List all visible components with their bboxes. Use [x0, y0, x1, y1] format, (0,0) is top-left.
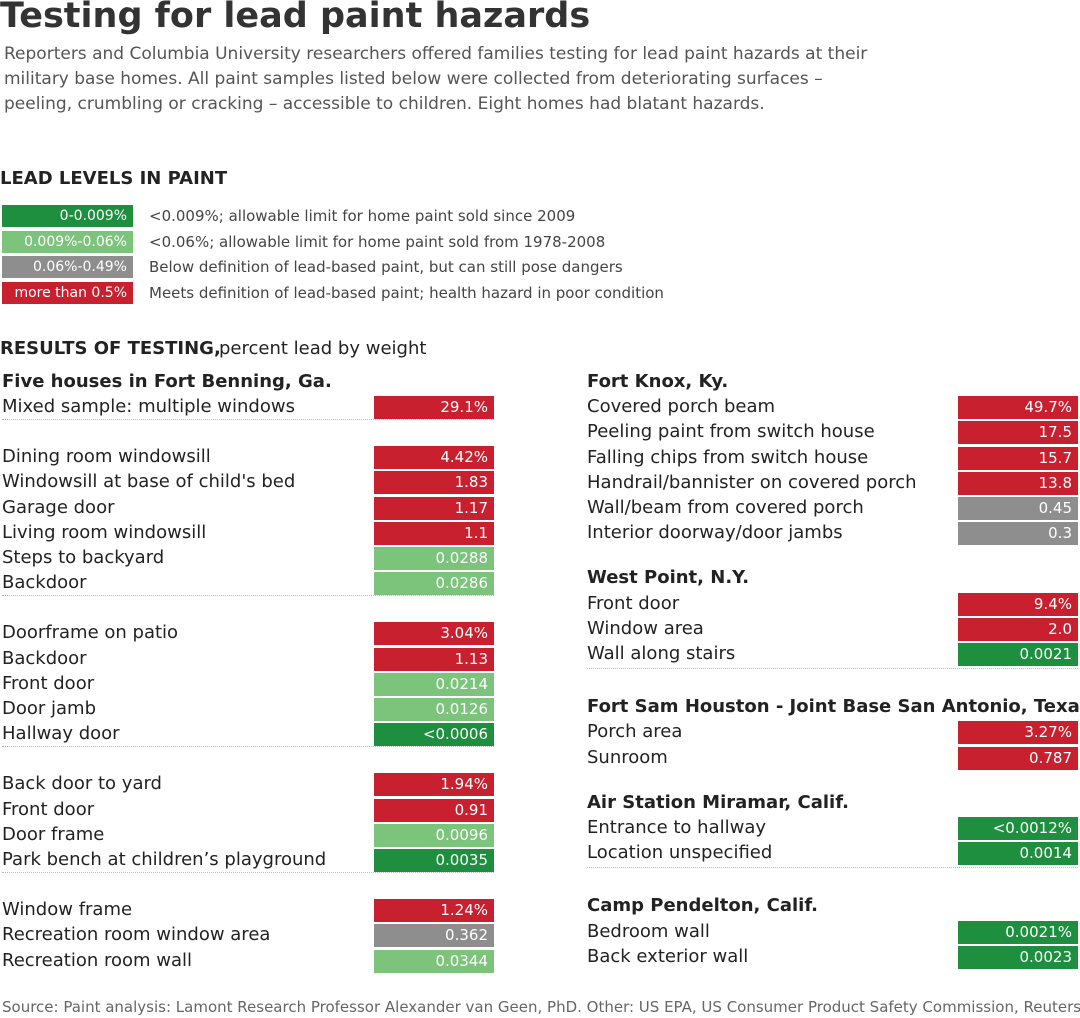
row-label: Window frame: [2, 899, 133, 921]
value-cell: 13.8: [958, 471, 1078, 495]
section-heading: Fort Knox, Ky.: [587, 371, 729, 392]
value-cell: <0.0012%: [958, 817, 1078, 840]
legend-label: Meets definition of lead-based paint; he…: [149, 283, 664, 302]
row-label: Recreation room wall: [2, 949, 193, 971]
value-cell: 0.0023: [958, 945, 1078, 969]
row-label: Covered porch beam: [587, 396, 776, 418]
row-label: Backdoor: [2, 647, 87, 669]
row-label: Peeling paint from switch house: [587, 421, 875, 443]
value-cell: 9.4%: [958, 592, 1078, 616]
subtitle-line: Reporters and Columbia University resear…: [4, 44, 868, 64]
results-subtitle: percent lead by weight: [219, 338, 427, 359]
value-cell: 49.7%: [958, 396, 1078, 420]
separator: [2, 872, 494, 873]
value-cell: 0.0286: [374, 572, 494, 596]
separator: [2, 419, 494, 420]
row-label: Doorframe on patio: [2, 622, 179, 644]
row-label: Park bench at children’s playground: [2, 849, 327, 870]
row-label: Living room windowsill: [2, 521, 207, 543]
value-cell: 4.42%: [374, 446, 494, 470]
value-cell: 1.17: [374, 496, 494, 520]
row-label: Hallway door: [2, 723, 120, 745]
value-cell: 0.0021%: [958, 920, 1078, 944]
value-cell: 0.0126: [374, 698, 494, 721]
results-title: RESULTS OF TESTING,: [0, 338, 221, 359]
value-cell: 0.3: [958, 522, 1078, 546]
row-label: Backdoor: [2, 572, 87, 594]
legend-title: LEAD LEVELS IN PAINT: [0, 168, 228, 189]
value-cell: 0.0288: [374, 547, 494, 570]
source: Source: Paint analysis: Lamont Research …: [2, 998, 1080, 1016]
row-label: Location unspecified: [587, 842, 773, 864]
section-heading: West Point, N.Y.: [587, 567, 750, 589]
row-label: Window area: [587, 617, 704, 639]
value-cell: 3.27%: [958, 721, 1078, 745]
separator: [2, 746, 494, 748]
row-label: Interior doorway/door jambs: [587, 522, 843, 544]
row-label: Handrail/bannister on covered porch: [587, 471, 917, 493]
value-cell: 0.0344: [374, 949, 494, 973]
value-cell: 0.0021: [958, 643, 1078, 666]
legend-label: <0.06%; allowable limit for home paint s…: [149, 232, 606, 251]
value-cell: 0.0096: [374, 823, 494, 847]
row-label: Sunroom: [587, 746, 668, 768]
row-label: Recreation room window area: [2, 924, 271, 946]
row-label: Wall/beam from covered porch: [587, 497, 864, 518]
value-cell: 0.45: [958, 497, 1078, 520]
section-heading: Camp Pendelton, Calif.: [587, 895, 819, 917]
row-label: Windowsill at base of child's bed: [2, 471, 296, 493]
subtitle-line: military base homes. All paint samples l…: [4, 69, 823, 89]
row-label: Front door: [2, 672, 95, 694]
value-cell: <0.0006: [374, 723, 494, 747]
value-cell: 1.24%: [374, 899, 494, 923]
separator: [587, 668, 1078, 669]
row-label: Door jamb: [2, 698, 96, 719]
legend-label: <0.009%; allowable limit for home paint …: [149, 207, 576, 225]
value-cell: 0.0014: [958, 842, 1078, 866]
legend-swatch: 0.009%-0.06%: [2, 230, 133, 253]
row-label: Bedroom wall: [587, 920, 710, 942]
subtitle-line: peeling, crumbling or cracking – accessi…: [4, 94, 765, 114]
value-cell: 17.5: [958, 421, 1078, 445]
value-cell: 0.91: [374, 798, 494, 822]
value-cell: 1.13: [374, 647, 494, 671]
value-cell: 15.7: [958, 446, 1078, 470]
row-label: Garage door: [2, 496, 115, 518]
value-cell: 0.0035: [374, 849, 494, 872]
legend-swatch: 0.06%-0.49%: [2, 256, 133, 278]
row-label: Entrance to hallway: [587, 817, 767, 838]
title: Testing for lead paint hazards: [0, 0, 591, 36]
section-heading: Fort Sam Houston - Joint Base San Antoni…: [587, 696, 1080, 718]
value-cell: 1.94%: [374, 773, 494, 797]
legend-label: Below definition of lead-based paint, bu…: [149, 258, 623, 276]
value-cell: 2.0: [958, 617, 1078, 641]
value-cell: 0.787: [958, 746, 1078, 770]
value-cell: 1.83: [374, 471, 494, 495]
row-label: Back exterior wall: [587, 945, 749, 967]
value-cell: 3.04%: [374, 622, 494, 646]
row-label: Dining room windowsill: [2, 446, 211, 468]
row-label: Front door: [2, 798, 95, 820]
row-label: Mixed sample: multiple windows: [2, 396, 295, 417]
legend-swatch: more than 0.5%: [2, 281, 133, 304]
value-cell: 29.1%: [374, 396, 494, 419]
row-label: Door frame: [2, 823, 105, 845]
row-label: Wall along stairs: [587, 643, 736, 664]
row-label: Back door to yard: [2, 773, 162, 795]
value-cell: 1.1: [374, 521, 494, 545]
separator: [587, 867, 1078, 869]
section-heading: Five houses in Fort Benning, Ga.: [2, 371, 332, 392]
row-label: Steps to backyard: [2, 547, 165, 568]
value-cell: 0.362: [374, 924, 494, 948]
section-heading: Air Station Miramar, Calif.: [587, 791, 849, 813]
value-cell: 0.0214: [374, 672, 494, 696]
separator: [2, 595, 494, 597]
row-label: Front door: [587, 592, 680, 614]
row-label: Porch area: [587, 721, 683, 743]
row-label: Falling chips from switch house: [587, 446, 869, 468]
legend-swatch: 0-0.009%: [2, 205, 133, 227]
